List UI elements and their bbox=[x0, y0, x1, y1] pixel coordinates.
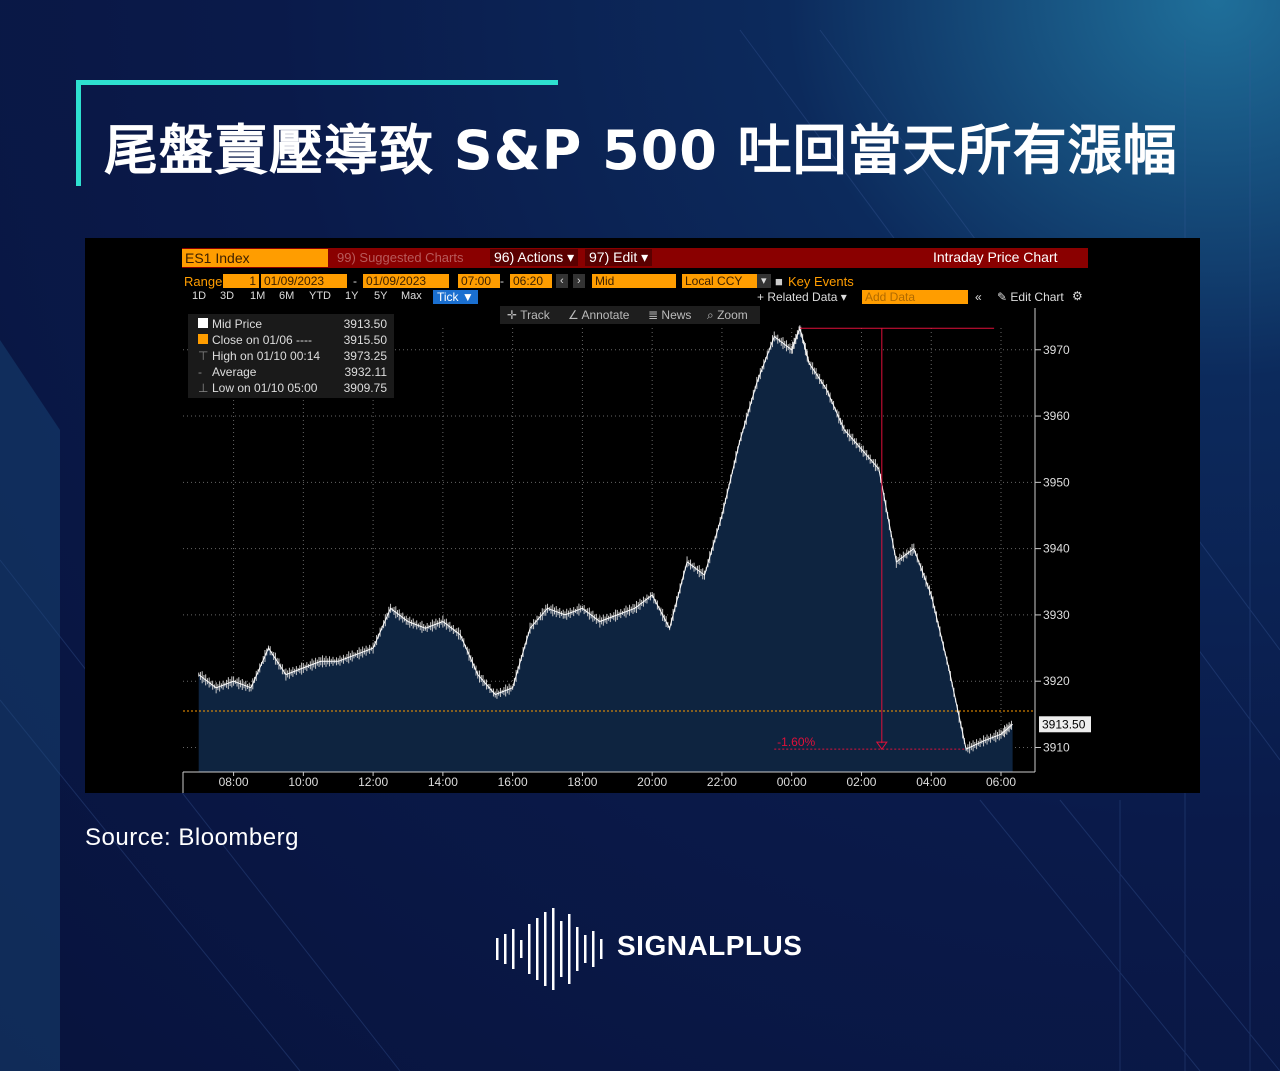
period-button-ytd[interactable]: YTD bbox=[309, 290, 331, 302]
x-tick-label: 18:00 bbox=[567, 775, 597, 789]
x-tick-label: 12:00 bbox=[358, 775, 388, 789]
period-button-3d[interactable]: 3D bbox=[220, 290, 235, 302]
legend-mid-price: Mid Price 3913.50 bbox=[198, 317, 393, 331]
logo-bar bbox=[600, 939, 603, 959]
date-from-field[interactable]: 01/09/2023 bbox=[261, 274, 347, 288]
page-title: 尾盤賣壓導致 S&P 500 吐回當天所有漲幅 bbox=[104, 119, 1178, 182]
related-data-menu[interactable]: + Related Data ▾ bbox=[757, 290, 847, 304]
suggested-charts-button[interactable]: 99) Suggested Charts bbox=[337, 250, 464, 265]
date-to-field[interactable]: 01/09/2023 bbox=[363, 274, 449, 288]
currency-dropdown-icon[interactable]: ▾ bbox=[757, 274, 771, 288]
x-tick-label: 04:00 bbox=[916, 775, 946, 789]
news-icon: ≣ bbox=[648, 308, 659, 322]
pencil-icon: ✎ bbox=[997, 290, 1008, 304]
y-tick-label: 3930 bbox=[1043, 608, 1070, 622]
magnifier-icon: ⌕ bbox=[707, 308, 714, 322]
price-line bbox=[198, 326, 1013, 750]
time-to-field[interactable]: 06:20 bbox=[510, 274, 552, 288]
x-tick-label: 02:00 bbox=[846, 775, 876, 789]
logo-bar bbox=[520, 940, 523, 958]
collapse-icon[interactable]: « bbox=[975, 290, 982, 304]
prev-arrow-icon[interactable]: ‹ bbox=[556, 274, 568, 288]
y-tick-label: 3940 bbox=[1043, 542, 1070, 556]
news-tool[interactable]: ≣ News bbox=[648, 308, 692, 322]
currency-field[interactable]: Local CCY bbox=[682, 274, 758, 288]
period-button-max[interactable]: Max bbox=[401, 290, 422, 302]
period-button-1m[interactable]: 1M bbox=[250, 290, 266, 302]
key-events-label: Key Events bbox=[788, 274, 854, 289]
logo-bar bbox=[504, 934, 507, 964]
logo-bar bbox=[544, 912, 547, 986]
x-tick-label: 22:00 bbox=[707, 775, 737, 789]
legend-high: ⊤ High on 01/10 00:14 3973.25 bbox=[198, 349, 387, 363]
x-tick-label: 16:00 bbox=[498, 775, 528, 789]
intraday-price-chart[interactable]: -1.60% 3910 3920 3930 3940 3950 3960 3970 3913.5… bbox=[85, 238, 1200, 793]
annotation-arrowhead bbox=[875, 741, 888, 751]
chart-toolbar bbox=[500, 306, 760, 324]
x-tick-label: 06:00 bbox=[986, 775, 1016, 789]
edit-menu[interactable]: 97) Edit ▾ bbox=[585, 249, 653, 266]
logo-bar bbox=[496, 938, 499, 960]
logo-bar bbox=[552, 908, 555, 990]
bloomberg-screenshot: ES1 Index 99) Suggested Charts 96) Actio… bbox=[85, 238, 1200, 793]
logo-bar bbox=[536, 918, 539, 980]
y-tick-label: 3960 bbox=[1043, 409, 1070, 423]
period-button-1d[interactable]: 1D bbox=[192, 290, 207, 302]
logo-bar bbox=[576, 927, 579, 971]
logo-bar bbox=[560, 921, 563, 977]
x-tick-label: 08:00 bbox=[219, 775, 249, 789]
last-price-tag-label: 3913.50 bbox=[1042, 717, 1086, 731]
annotation-drop-label: -1.60% bbox=[777, 735, 815, 749]
price-area bbox=[198, 328, 1013, 772]
track-tool[interactable]: ✛ Track bbox=[507, 308, 550, 322]
ticker-field[interactable]: ES1 Index bbox=[182, 249, 328, 267]
x-tick-label: 14:00 bbox=[428, 775, 458, 789]
last-price-tag bbox=[1039, 716, 1091, 733]
legend-average: - Average 3932.11 bbox=[198, 365, 387, 379]
legend-close: Close on 01/06 ---- 3915.50 bbox=[198, 333, 393, 347]
y-tick-label: 3970 bbox=[1043, 343, 1070, 357]
y-tick-label: 3910 bbox=[1043, 740, 1070, 754]
add-data-field[interactable]: Add Data bbox=[862, 290, 968, 304]
chart-title: Intraday Price Chart bbox=[933, 249, 1058, 265]
logo-bar bbox=[592, 931, 595, 967]
x-tick-label: 20:00 bbox=[637, 775, 667, 789]
x-tick-label: 00:00 bbox=[777, 775, 807, 789]
tick-button[interactable]: Tick ▼ bbox=[433, 290, 478, 304]
logo-bar bbox=[512, 929, 515, 969]
next-arrow-icon[interactable]: › bbox=[573, 274, 585, 288]
annotate-tool[interactable]: ∠ Annotate bbox=[568, 308, 630, 322]
logo-bar bbox=[528, 924, 531, 974]
period-button-5y[interactable]: 5Y bbox=[374, 290, 388, 302]
range-value[interactable]: 1 bbox=[223, 274, 259, 288]
logo-bar bbox=[568, 914, 571, 984]
period-button-1y[interactable]: 1Y bbox=[345, 290, 359, 302]
crosshair-icon: ✛ bbox=[507, 308, 518, 322]
x-tick-label: 10:00 bbox=[288, 775, 318, 789]
legend-low: ⊥ Low on 01/10 05:00 3909.75 bbox=[198, 381, 387, 395]
time-from-field[interactable]: 07:00 bbox=[458, 274, 500, 288]
zoom-tool[interactable]: ⌕ Zoom bbox=[707, 308, 748, 322]
y-tick-label: 3950 bbox=[1043, 475, 1070, 489]
gear-icon[interactable]: ⚙ bbox=[1072, 289, 1083, 303]
pen-icon: ∠ bbox=[568, 308, 579, 322]
title-frame bbox=[76, 80, 558, 186]
signalplus-logo-icon bbox=[496, 908, 603, 990]
chart-legend: Mid Price 3913.50 Close on 01/06 ---- 3915… bbox=[188, 314, 394, 398]
key-events-checkbox[interactable]: ■ bbox=[775, 274, 783, 289]
y-tick-label: 3920 bbox=[1043, 674, 1070, 688]
actions-menu[interactable]: 96) Actions ▾ bbox=[490, 249, 579, 266]
edit-chart-button[interactable]: ✎ Edit Chart bbox=[997, 290, 1064, 304]
source-note: Source: Bloomberg bbox=[85, 824, 299, 851]
range-label: Range bbox=[184, 274, 223, 289]
period-button-6m[interactable]: 6M bbox=[279, 290, 295, 302]
logo-bar bbox=[584, 935, 587, 963]
logo-text: SIGNALPLUS bbox=[617, 930, 803, 961]
price-type-field[interactable]: Mid bbox=[592, 274, 676, 288]
